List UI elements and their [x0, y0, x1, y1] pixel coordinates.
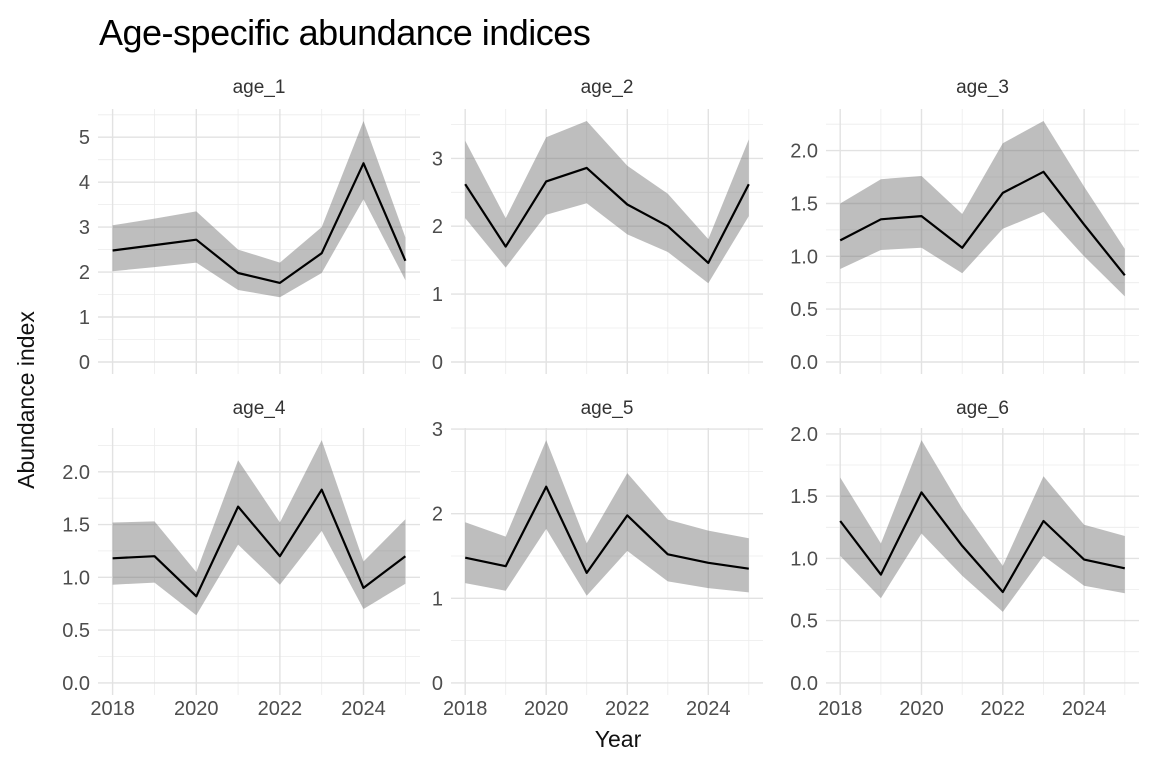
x-tick-label: 2018 [90, 698, 135, 720]
y-tick-label: 4 [79, 172, 90, 194]
y-tick-label: 1 [432, 588, 443, 610]
x-tick-label: 2020 [899, 698, 944, 720]
y-tick-label: 1.5 [790, 194, 818, 216]
y-tick-label: 2.0 [790, 141, 818, 163]
abundance-line [839, 170, 1126, 276]
confidence-ribbon [465, 440, 749, 596]
facet-panel-age_3: age_3 0.0 0.5 1.0 1.5 2.0 [790, 77, 1139, 374]
x-tick-label: 2018 [818, 698, 863, 720]
facet-title: age_3 [956, 77, 1009, 98]
x-tick-label: 2018 [443, 698, 488, 720]
y-tick-label: 1.5 [790, 486, 818, 508]
y-tick-label: 2 [432, 216, 443, 238]
abundance-line [464, 166, 750, 264]
y-tick-label: 2.0 [62, 462, 90, 484]
abundance-line [839, 491, 1126, 594]
x-tick-label: 2022 [258, 698, 303, 720]
facet-title: age_6 [956, 398, 1009, 419]
chart-title: Age-specific abundance indices [99, 12, 591, 53]
facet-panel-age_6: age_6 0.0 0.5 1.0 1.5 2.0 2018 2020 2022 2024 [790, 398, 1139, 720]
abundance-line [112, 488, 407, 598]
x-tick-label: 2022 [605, 698, 650, 720]
y-tick-label: 2.0 [790, 424, 818, 446]
facet-title: age_2 [581, 77, 634, 98]
x-tick-label: 2020 [174, 698, 219, 720]
y-tick-label: 0.0 [62, 673, 90, 695]
facet-panel-age_5: age_5 0 1 2 3 2018 2020 2022 2024 [432, 398, 763, 720]
y-tick-label: 0.0 [790, 673, 818, 695]
y-tick-label: 0 [432, 352, 443, 374]
confidence-ribbon [840, 440, 1125, 612]
abundance-line [464, 485, 749, 575]
y-tick-label: 0.5 [790, 299, 818, 321]
x-axis-title: Year [594, 726, 642, 752]
x-tick-label: 2024 [1062, 698, 1107, 720]
y-tick-label: 0.5 [62, 620, 90, 642]
confidence-ribbon [840, 121, 1125, 297]
abundance-line [112, 162, 407, 284]
y-tick-label: 1 [432, 284, 443, 306]
facet-title: age_1 [233, 77, 286, 98]
confidence-ribbon [112, 440, 406, 616]
facet-panel-age_1: age_1 0 1 2 3 4 5 [79, 77, 420, 374]
y-tick-label: 0.0 [790, 352, 818, 374]
y-tick-label: 0 [79, 352, 90, 374]
y-tick-label: 3 [79, 217, 90, 239]
y-tick-label: 1.0 [790, 246, 818, 268]
y-tick-label: 5 [79, 127, 90, 149]
facet-title: age_5 [581, 398, 634, 419]
y-tick-label: 0.5 [790, 611, 818, 633]
confidence-ribbon [112, 121, 406, 298]
y-tick-label: 1 [79, 307, 90, 329]
y-tick-label: 3 [432, 148, 443, 170]
x-tick-label: 2020 [524, 698, 569, 720]
y-tick-label: 1.0 [790, 548, 818, 570]
x-tick-label: 2022 [981, 698, 1026, 720]
x-tick-label: 2024 [341, 698, 386, 720]
y-tick-label: 1.0 [62, 567, 90, 589]
y-tick-label: 1.5 [62, 515, 90, 537]
facet-title: age_4 [233, 398, 286, 419]
x-tick-label: 2024 [686, 698, 731, 720]
y-tick-label: 2 [432, 504, 443, 526]
facet-panel-age_2: age_2 0 1 2 3 [432, 77, 763, 374]
confidence-ribbon [465, 121, 749, 284]
y-tick-label: 3 [432, 419, 443, 441]
y-tick-label: 0 [432, 673, 443, 695]
facet-panel-age_4: age_4 0.0 0.5 1.0 1.5 2.0 2018 2020 2022 2024 [62, 398, 420, 720]
y-tick-label: 2 [79, 262, 90, 284]
